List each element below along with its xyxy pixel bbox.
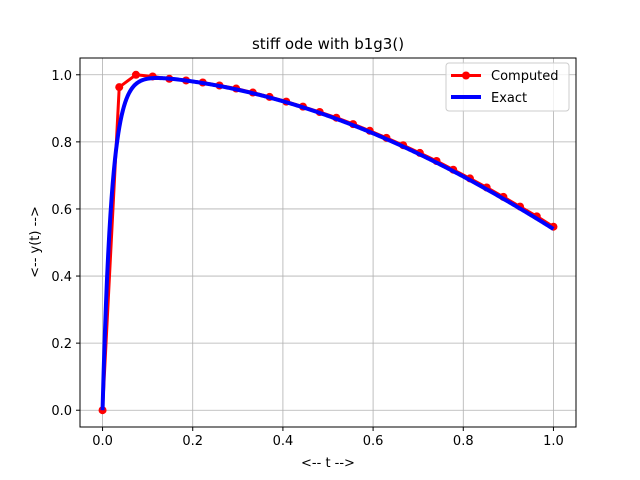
- y-tick-label: 0.0: [51, 404, 72, 419]
- plot-area: [98, 70, 558, 415]
- x-tick-label: 1.0: [543, 434, 564, 449]
- legend-computed-label: Computed: [491, 69, 559, 84]
- legend-computed-marker: [462, 71, 470, 80]
- exact-series-line: [100, 76, 555, 411]
- computed-point: [115, 83, 124, 92]
- x-tick-label: 0.8: [453, 434, 474, 449]
- y-tick-label: 0.2: [51, 337, 72, 352]
- chart-title: stiff ode with b1g3(): [252, 35, 404, 53]
- y-tick-label: 0.8: [51, 136, 72, 151]
- x-axis-label: <-- t -->: [301, 456, 355, 471]
- y-tick-label: 0.6: [51, 203, 72, 218]
- legend: Computed Exact: [445, 62, 570, 112]
- legend-exact-label: Exact: [491, 91, 527, 106]
- x-tick-label: 0.0: [92, 434, 113, 449]
- y-tick-label: 1.0: [51, 69, 72, 84]
- computed-point: [131, 70, 140, 79]
- axis-ticks: 0.0 0.2 0.4 0.6 0.8 1.0 0.0 0.2 0.4 0.6 0.8 1.0: [51, 69, 563, 449]
- x-tick-label: 0.4: [273, 434, 294, 449]
- y-axis-label: <-- y(t) -->: [28, 206, 43, 278]
- x-tick-label: 0.2: [182, 434, 203, 449]
- grid: [80, 58, 576, 427]
- axes-frame: [79, 57, 577, 428]
- y-tick-label: 0.4: [51, 270, 72, 285]
- x-tick-label: 0.6: [363, 434, 384, 449]
